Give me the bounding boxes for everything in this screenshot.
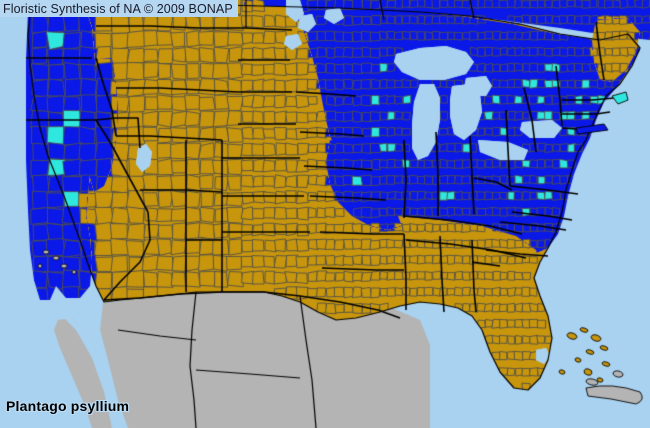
map-canvas — [0, 0, 650, 428]
bonap-distribution-map: Floristic Synthesis of NA © 2009 BONAP P… — [0, 0, 650, 428]
